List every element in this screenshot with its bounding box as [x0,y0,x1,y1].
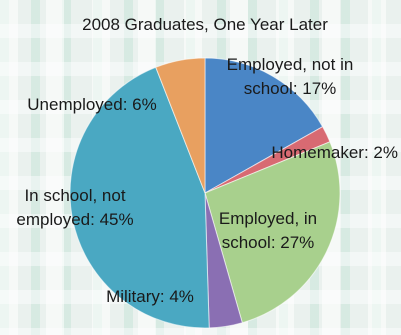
pie-slice-in-school-not-employed [69,66,210,329]
slice-label-employed-not-in-school: Employed, not in school: 17% [227,55,354,98]
slice-labels: Employed, not in school: 17% Homemaker: 2%… [16,55,398,306]
slice-label-homemaker: Homemaker: 2% [271,143,398,162]
chart-title: 2008 Graduates, One Year Later [82,15,328,34]
slice-label-unemployed: Unemployed: 6% [27,95,156,114]
pie-slice-employed-in-school [204,141,341,324]
pie-slices [69,57,341,329]
slice-label-in-school-not-employed: In school, not employed: 45% [16,186,133,229]
slice-label-employed-in-school: Employed, in school: 27% [219,209,317,252]
pie-slice-employed-not-in-school [204,57,324,194]
pie-slice-unemployed [155,57,206,194]
slice-label-military: Military: 4% [106,287,194,306]
